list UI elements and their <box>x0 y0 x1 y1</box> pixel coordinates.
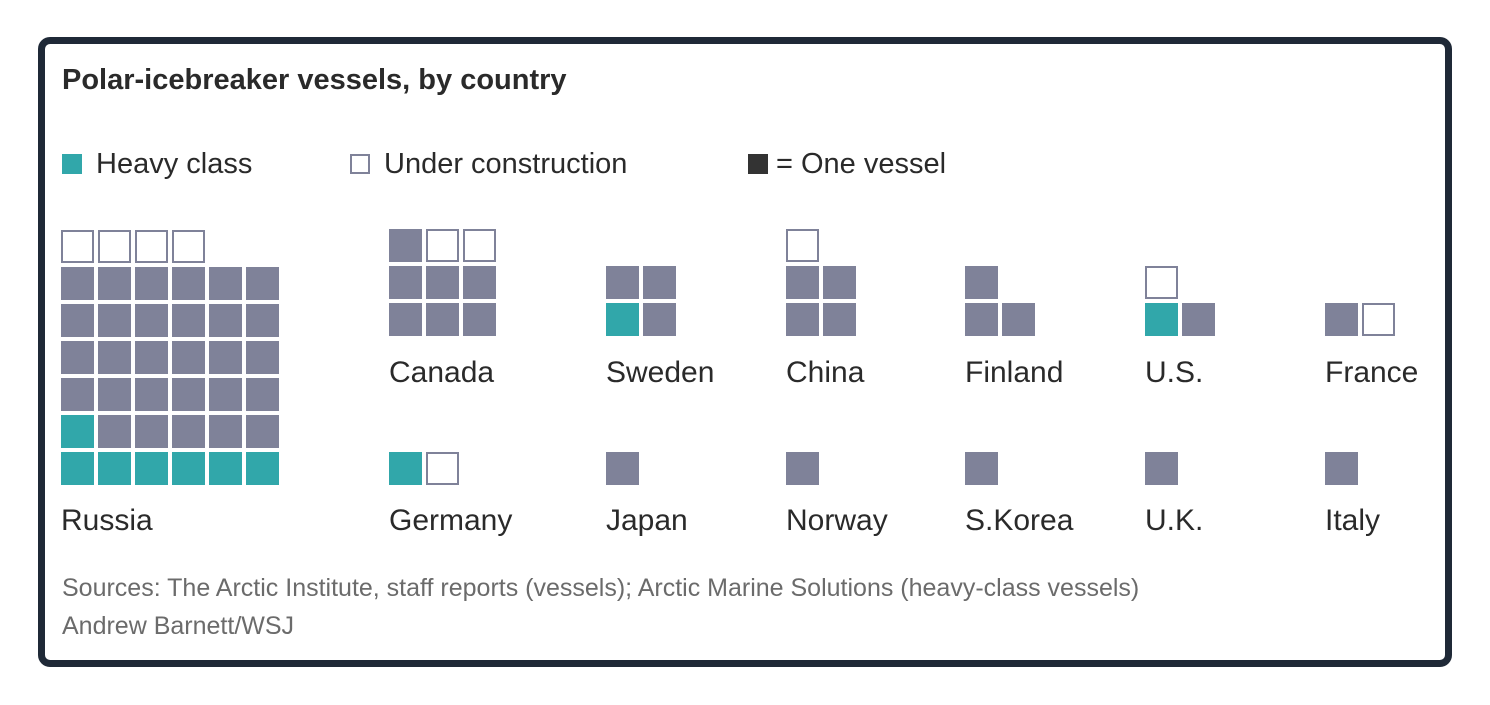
canada-vessel-operational-6 <box>463 266 496 299</box>
russia-vessel-heavy-6 <box>246 452 279 485</box>
legend-one-vessel: = One vessel <box>748 147 946 181</box>
legend-unit-swatch <box>748 154 768 174</box>
russia-vessel-operational-11 <box>209 415 242 448</box>
sweden-vessel-operational-2 <box>643 303 676 336</box>
russia-vessel-operational-34 <box>172 267 205 300</box>
sweden-vessel-operational-3 <box>606 266 639 299</box>
russia-vessel-operational-8 <box>98 415 131 448</box>
russia-vessel-operational-17 <box>209 378 242 411</box>
russia-vessel-operational-15 <box>135 378 168 411</box>
germany-vessel-heavy-1 <box>389 452 422 485</box>
norway-label: Norway <box>786 504 888 537</box>
u-k-vessel-operational-1 <box>1145 452 1178 485</box>
china-label: China <box>786 356 865 389</box>
chart-title: Polar-icebreaker vessels, by country <box>62 64 567 96</box>
china-vessel-operational-1 <box>786 303 819 336</box>
legend-heavy-swatch <box>62 154 82 174</box>
france-label: France <box>1325 356 1418 389</box>
russia-vessel-operational-21 <box>135 341 168 374</box>
france-vessel-operational-1 <box>1325 303 1358 336</box>
canada-vessel-operational-5 <box>426 266 459 299</box>
russia-vessel-operational-36 <box>246 267 279 300</box>
u-s-vessel-construction-3 <box>1145 266 1178 299</box>
russia-vessel-operational-26 <box>98 304 131 337</box>
russia-vessel-operational-16 <box>172 378 205 411</box>
russia-vessel-construction-38 <box>98 230 131 263</box>
russia-vessel-heavy-4 <box>172 452 205 485</box>
russia-vessel-operational-35 <box>209 267 242 300</box>
russia-vessel-operational-14 <box>98 378 131 411</box>
russia-vessel-operational-19 <box>61 341 94 374</box>
canada-vessel-operational-1 <box>389 303 422 336</box>
china-vessel-operational-3 <box>786 266 819 299</box>
russia-vessel-operational-31 <box>61 267 94 300</box>
russia-vessel-construction-39 <box>135 230 168 263</box>
italy-label: Italy <box>1325 504 1380 537</box>
russia-vessel-heavy-5 <box>209 452 242 485</box>
sweden-label: Sweden <box>606 356 714 389</box>
germany-label: Germany <box>389 504 512 537</box>
russia-vessel-operational-9 <box>135 415 168 448</box>
norway-vessel-operational-1 <box>786 452 819 485</box>
canada-vessel-operational-2 <box>426 303 459 336</box>
legend-unit-label: = One vessel <box>776 147 947 180</box>
china-vessel-construction-5 <box>786 229 819 262</box>
germany-vessel-construction-2 <box>426 452 459 485</box>
u-s-label: U.S. <box>1145 356 1203 389</box>
legend-heavy-label: Heavy class <box>96 147 253 180</box>
russia-vessel-operational-30 <box>246 304 279 337</box>
finland-vessel-operational-2 <box>1002 303 1035 336</box>
russia-vessel-construction-37 <box>61 230 94 263</box>
italy-vessel-operational-1 <box>1325 452 1358 485</box>
s-korea-label: S.Korea <box>965 504 1074 537</box>
russia-vessel-operational-10 <box>172 415 205 448</box>
canada-label: Canada <box>389 356 494 389</box>
finland-vessel-operational-3 <box>965 266 998 299</box>
source-note: Sources: The Arctic Institute, staff rep… <box>62 574 1140 602</box>
russia-vessel-operational-28 <box>172 304 205 337</box>
legend-construction-label: Under construction <box>384 147 628 180</box>
russia-vessel-operational-32 <box>98 267 131 300</box>
u-k-label: U.K. <box>1145 504 1203 537</box>
france-vessel-construction-2 <box>1362 303 1395 336</box>
russia-vessel-heavy-1 <box>61 452 94 485</box>
china-vessel-operational-2 <box>823 303 856 336</box>
japan-label: Japan <box>606 504 688 537</box>
legend-heavy-class: Heavy class <box>62 147 252 181</box>
s-korea-vessel-operational-1 <box>965 452 998 485</box>
russia-vessel-operational-29 <box>209 304 242 337</box>
u-s-vessel-operational-2 <box>1182 303 1215 336</box>
russia-vessel-operational-24 <box>246 341 279 374</box>
japan-vessel-operational-1 <box>606 452 639 485</box>
russia-vessel-operational-23 <box>209 341 242 374</box>
canada-vessel-operational-4 <box>389 266 422 299</box>
u-s-vessel-heavy-1 <box>1145 303 1178 336</box>
legend-construction-swatch <box>350 154 370 174</box>
russia-vessel-operational-27 <box>135 304 168 337</box>
russia-vessel-operational-33 <box>135 267 168 300</box>
russia-vessel-heavy-3 <box>135 452 168 485</box>
russia-vessel-heavy-2 <box>98 452 131 485</box>
finland-vessel-operational-1 <box>965 303 998 336</box>
russia-label: Russia <box>61 504 153 537</box>
russia-vessel-operational-22 <box>172 341 205 374</box>
credit-note: Andrew Barnett/WSJ <box>62 612 295 640</box>
china-vessel-operational-4 <box>823 266 856 299</box>
canada-vessel-construction-9 <box>463 229 496 262</box>
canada-vessel-operational-7 <box>389 229 422 262</box>
canada-vessel-operational-3 <box>463 303 496 336</box>
russia-vessel-operational-20 <box>98 341 131 374</box>
russia-vessel-operational-13 <box>61 378 94 411</box>
sweden-vessel-heavy-1 <box>606 303 639 336</box>
russia-vessel-operational-18 <box>246 378 279 411</box>
finland-label: Finland <box>965 356 1063 389</box>
russia-vessel-operational-25 <box>61 304 94 337</box>
russia-vessel-heavy-7 <box>61 415 94 448</box>
russia-vessel-construction-40 <box>172 230 205 263</box>
legend-under-construction: Under construction <box>350 147 627 181</box>
russia-vessel-operational-12 <box>246 415 279 448</box>
sweden-vessel-operational-4 <box>643 266 676 299</box>
canada-vessel-construction-8 <box>426 229 459 262</box>
